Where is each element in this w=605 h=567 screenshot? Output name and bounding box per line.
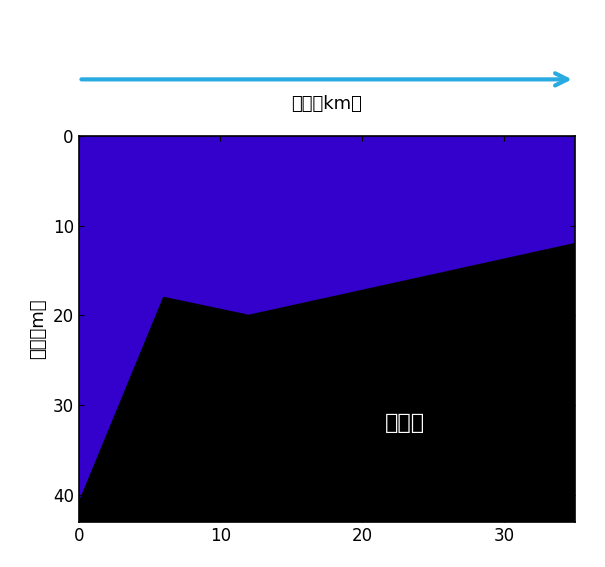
Text: 距離（km）: 距離（km） — [291, 95, 362, 113]
Polygon shape — [79, 244, 575, 522]
Text: 海　底: 海 底 — [385, 413, 425, 433]
Y-axis label: 水深（m）: 水深（m） — [29, 299, 47, 359]
